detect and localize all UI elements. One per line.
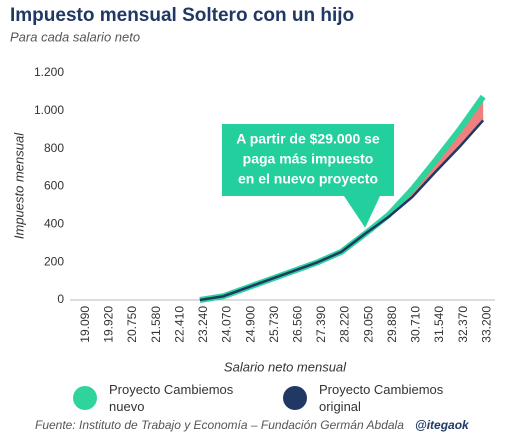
legend-label: Proyecto Cambiemos nuevo bbox=[109, 382, 234, 414]
x-tick-label: 20.750 bbox=[125, 306, 139, 343]
y-tick-label: 0 bbox=[57, 292, 64, 306]
x-tick-label: 33.200 bbox=[479, 306, 493, 343]
y-axis-label: Impuesto mensual bbox=[11, 132, 26, 239]
x-tick-label: 29.880 bbox=[385, 306, 399, 343]
x-tick-label: 19.090 bbox=[78, 306, 92, 343]
x-tick-label: 25.730 bbox=[267, 306, 281, 343]
y-tick-label: 200 bbox=[44, 254, 64, 268]
y-tick-label: 600 bbox=[44, 179, 64, 193]
x-tick-label: 24.900 bbox=[243, 306, 257, 343]
legend-label: Proyecto Cambiemos original bbox=[319, 382, 444, 414]
legend-marker bbox=[73, 386, 97, 410]
x-tick-label: 21.580 bbox=[149, 306, 163, 343]
annotation-text: A partir de $29.000 se bbox=[236, 131, 380, 147]
x-tick-label: 28.220 bbox=[338, 306, 352, 343]
chart-title: Impuesto mensual Soltero con un hijo bbox=[10, 5, 354, 26]
y-tick-label: 1.000 bbox=[34, 103, 64, 117]
x-tick-label: 24.070 bbox=[220, 306, 234, 343]
y-tick-label: 800 bbox=[44, 141, 64, 155]
annotation-text: en el nuevo proyecto bbox=[238, 171, 378, 187]
annotation-box bbox=[222, 124, 394, 228]
y-tick-label: 1.200 bbox=[34, 65, 64, 79]
x-tick-label: 32.370 bbox=[456, 306, 470, 343]
source: Fuente: Instituto de Trabajo y Economía … bbox=[35, 418, 404, 432]
x-tick-label: 31.540 bbox=[432, 306, 446, 343]
x-tick-label: 27.390 bbox=[314, 306, 328, 343]
x-tick-label: 22.410 bbox=[172, 306, 186, 343]
y-tick-label: 400 bbox=[44, 217, 64, 231]
x-tick-label: 26.560 bbox=[290, 306, 304, 343]
x-axis-label: Salario neto mensual bbox=[224, 359, 347, 374]
series-line bbox=[199, 119, 485, 302]
handle: @itegaok bbox=[415, 418, 470, 432]
legend-marker bbox=[283, 386, 307, 410]
x-tick-label: 19.920 bbox=[102, 306, 116, 343]
annotation-text: paga más impuesto bbox=[243, 151, 374, 167]
x-tick-label: 30.710 bbox=[409, 306, 423, 343]
x-tick-label: 23.240 bbox=[196, 306, 210, 343]
chart-subtitle: Para cada salario neto bbox=[10, 29, 140, 44]
x-tick-label: 29.050 bbox=[361, 306, 375, 343]
